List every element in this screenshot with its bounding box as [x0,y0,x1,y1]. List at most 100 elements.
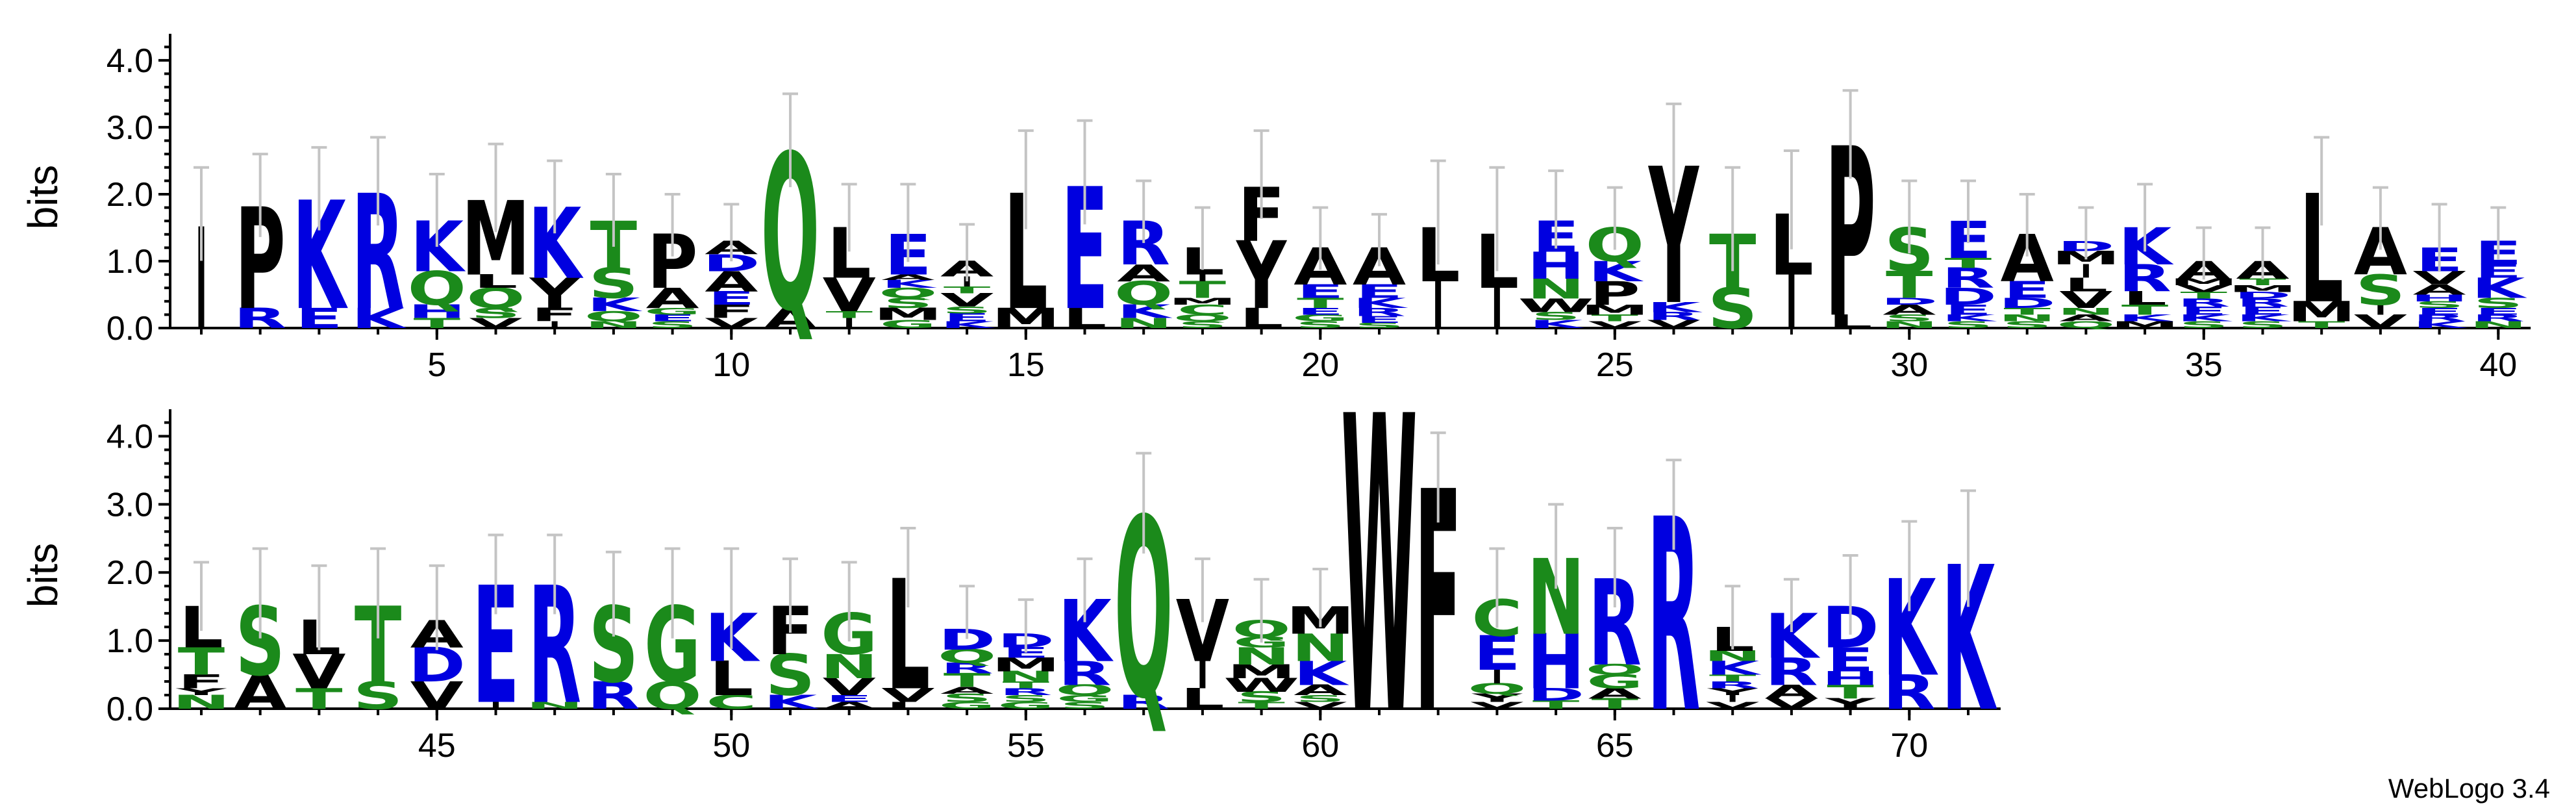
logo-letter-K: K [940,320,997,331]
logo-letter-M: M [2170,277,2238,288]
y-tick-label: 0.0 [106,691,153,728]
logo-letter-Y: Y [1471,691,1523,704]
logo-letter-K: K [1942,312,1998,324]
logo-letter-E: E [1945,302,1992,318]
logo-letter-R: R [1706,679,1759,691]
logo-letter-V: V [1294,700,1347,711]
logo-column-22: IL [1416,159,1460,344]
logo-letter-Q: Q [1468,681,1526,697]
logo-letter-P: P [1590,275,1640,312]
logo-column-44: ST [353,547,403,718]
logo-letter-M: M [992,303,1060,335]
logo-letter-Y: Y [1707,687,1758,698]
logo-letter-Q: Q [1173,312,1232,324]
x-tick-label: 15 [1007,346,1045,384]
logo-column-58: LIV [1176,557,1229,716]
logo-letter-G: G [938,700,995,711]
logo-letter-E: E [1297,306,1344,317]
logo-letter-M: M [2229,283,2297,294]
y-tick-label: 0.0 [106,310,153,348]
logo-letter-H: H [1527,244,1585,287]
logo-letter-M: M [992,654,1060,676]
logo-letter-T: T [1238,700,1285,711]
logo-letter-Y: Y [1235,222,1287,330]
logo-letter-N: N [1115,315,1173,331]
logo-column-23: IL [1475,166,1519,342]
logo-letter-D: D [1940,283,1997,311]
logo-letter-K: K [2471,272,2528,305]
y-tick-label: 2.0 [106,554,153,592]
logo-letter-V: V [1470,700,1524,711]
logo-letter-K: K [1353,295,1408,311]
logo-letter-A: A [1294,682,1347,698]
logo-letter-S: S [1001,693,1051,704]
logo-letter-E: E [1827,641,1874,679]
y-tick-label: 4.0 [106,42,153,80]
x-tick-label: 50 [712,727,750,765]
x-tick-label: 65 [1596,727,1634,765]
x-tick-label: 25 [1596,346,1634,384]
logo-letter-T: T [1827,681,1873,704]
logo-letter-T: T [2181,290,2228,301]
logo-letter-R: R [1647,310,1701,323]
logo-letter-S: S [1355,321,1405,329]
x-tick-label: 55 [1007,727,1045,765]
logo-column-66: R [1647,459,1700,772]
logo-letter-S: S [2179,320,2229,331]
logo-letter-K: K [1588,256,1645,288]
logo-letter-K: K [2118,218,2174,277]
logo-letter-Y: Y [1825,696,1877,712]
logo-letter-C: C [706,691,757,713]
logo-letter-N: N [526,700,584,711]
logo-letter-Q: Q [643,674,701,718]
logo-column-28: IL [1769,149,1814,346]
logo-letter-G: G [1292,312,1349,324]
logo-letter-E: E [944,311,991,324]
logo-letter-A: A [1765,681,1818,704]
logo-letter-E: E [1473,626,1521,681]
logo-letter-L: L [1240,303,1284,335]
logo-letter-Q: Q [938,646,996,668]
logo-letter-R: R [2177,296,2231,309]
logo-letter-A: A [705,266,758,298]
logo-letter-R: R [1353,305,1406,318]
logo-letter-T: T [1179,276,1226,303]
logo-column-46: IE [472,533,519,740]
logo-letter-T: T [178,640,225,684]
logo-letter-S: S [589,259,639,308]
logo-letter-V: V [292,644,346,700]
logo-letter-Q: Q [1586,662,1644,678]
logo-letter-L: L [474,271,518,292]
logo-letter-S: S [1295,320,1345,331]
logo-letter-I: I [1786,259,1797,346]
logo-letter-M: M [874,305,943,324]
logo-letter-T: T [1297,295,1344,311]
logo-letter-E: E [2003,276,2051,303]
logo-letter-R: R [587,674,640,718]
logo-letter-S: S [2414,299,2464,311]
x-tick-label: 35 [2185,346,2223,384]
logo-letter-R: R [2471,312,2525,324]
logo-letter-G: G [644,306,701,317]
logo-letter-T: T [1003,679,1050,691]
logo-column-49: QG [643,547,702,718]
logo-letter-A: A [2412,282,2466,298]
logo-letter-I: I [844,315,855,331]
logo-letter-M: M [2110,320,2179,331]
logo-letter-V: V [1765,696,1818,712]
logo-letter-K: K [1529,318,1586,331]
logo-column-1: I [194,166,209,361]
logo-letter-T: T [2121,302,2168,318]
logo-letter-E: E [2475,306,2522,317]
